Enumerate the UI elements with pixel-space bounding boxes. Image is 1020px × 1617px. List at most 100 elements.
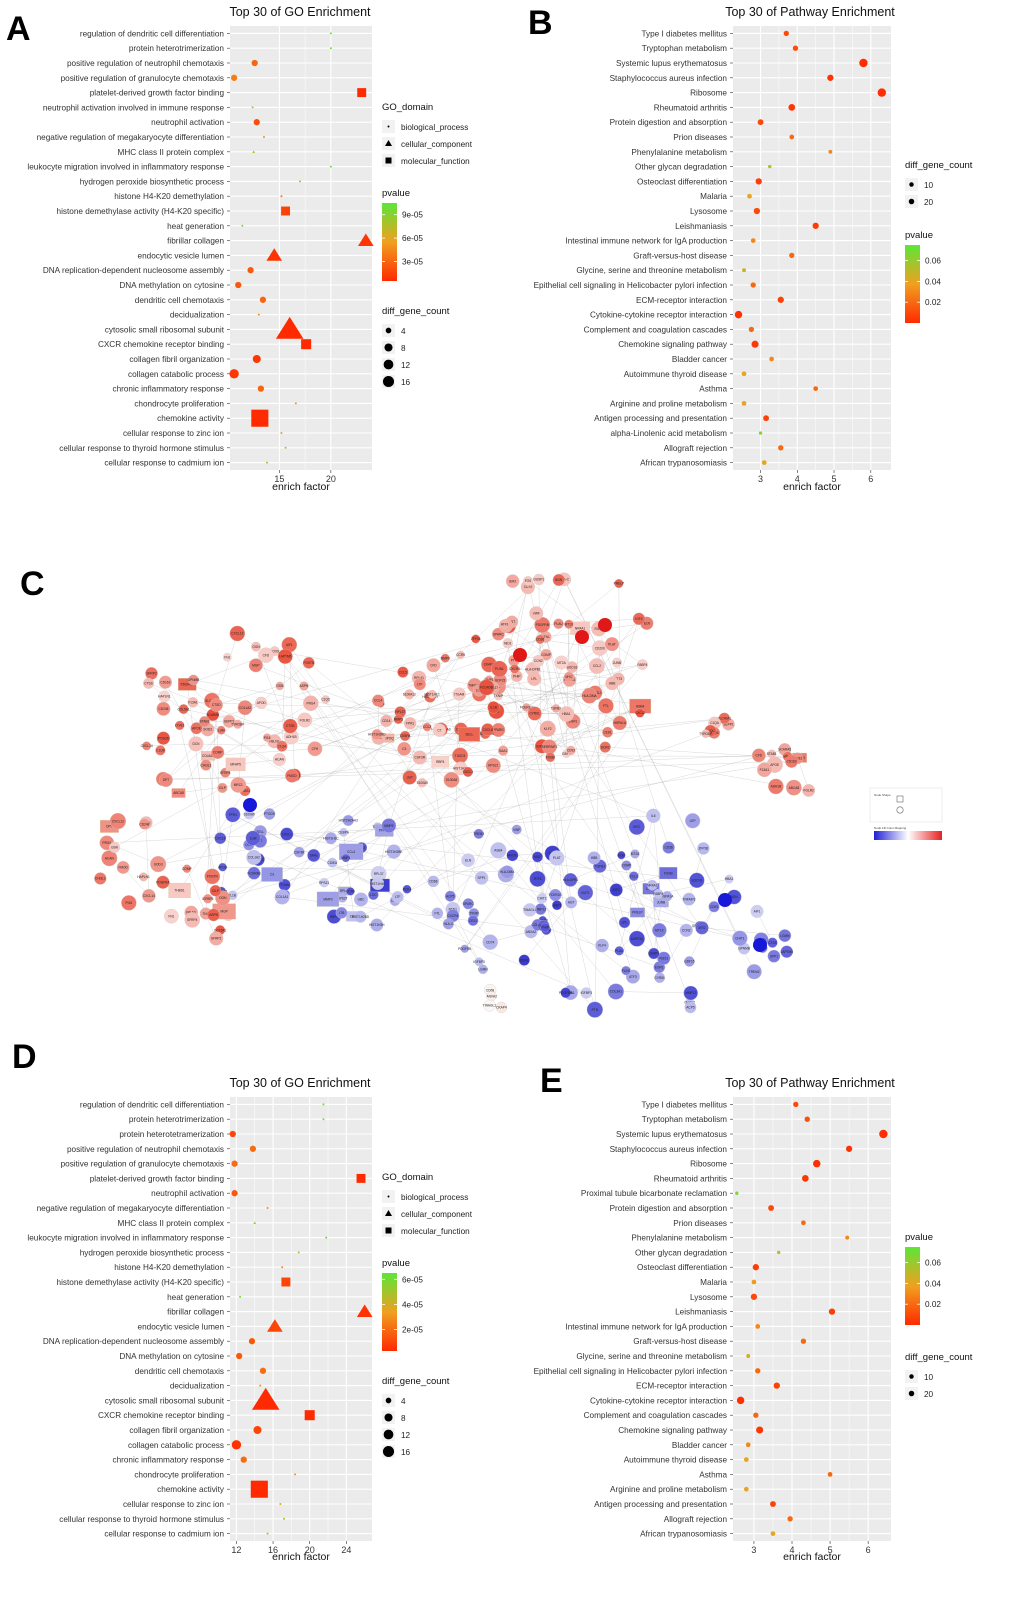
network-node-label: C1QC <box>321 698 331 702</box>
category-label: Other glycan degradation <box>635 1248 727 1257</box>
network-node-label: IL1B <box>490 706 497 710</box>
network-node <box>168 882 191 898</box>
legend-label: cellular_component <box>401 140 473 149</box>
network-node-label: LUM <box>218 728 225 732</box>
network-node-label: CTSS <box>144 682 153 686</box>
network-node-hub <box>598 618 612 632</box>
data-point <box>356 1173 366 1183</box>
network-node-label: FOLR2 <box>804 789 815 793</box>
network-edge <box>114 787 223 848</box>
network-node-label: COL1A2 <box>248 856 260 860</box>
network-node <box>354 910 367 923</box>
network-edge <box>285 719 399 895</box>
network-node-label: RBP4 <box>330 915 339 919</box>
network-node-label: FCER1G <box>520 706 533 710</box>
data-point <box>329 47 332 50</box>
network-legend-color-title: Node Fill Color Mapping <box>874 826 907 830</box>
network-node <box>229 625 246 642</box>
data-point <box>297 1251 300 1254</box>
colorbar-tick-label: 0.02 <box>925 1300 941 1309</box>
data-point <box>235 281 242 289</box>
legend-size-dot <box>382 1445 395 1458</box>
network-node-label: HIST1H1C <box>323 836 339 840</box>
network-legend-shape-title: Node Shape <box>874 793 891 797</box>
x-tick-label: 6 <box>868 474 873 484</box>
data-point <box>845 1145 853 1152</box>
network-node-label: ITGAM <box>280 883 290 887</box>
network-node-label: S100A8 <box>446 778 458 782</box>
category-label: Systemic lupus erythematosus <box>616 59 727 68</box>
network-node <box>540 922 551 933</box>
network-node <box>683 985 698 1001</box>
network-node <box>245 830 261 846</box>
network-edge <box>186 868 217 939</box>
legend-size-dot <box>384 343 393 352</box>
network-edge <box>426 727 454 916</box>
category-label: Arginine and proline metabolism <box>610 399 727 408</box>
data-point <box>756 1426 764 1434</box>
data-point <box>859 58 868 68</box>
category-label: Complement and coagulation cascades <box>584 325 727 334</box>
network-node-label: ZFP36 <box>699 847 709 851</box>
network-node <box>150 856 167 873</box>
network-node-label: GSN <box>276 684 284 688</box>
network-node <box>768 778 784 795</box>
legend-label: molecular_function <box>401 157 470 166</box>
network-node <box>163 908 179 924</box>
network-node-label: MYC <box>565 675 573 679</box>
network-node-label: LGMN <box>780 934 790 938</box>
category-label: Allograft rejection <box>664 1515 728 1524</box>
network-node <box>442 918 454 930</box>
network-node-hub <box>243 798 257 812</box>
panel-letter-b: B <box>528 4 553 42</box>
network-node <box>621 860 632 871</box>
category-label: Asthma <box>699 385 727 394</box>
data-point <box>329 32 332 35</box>
network-node <box>523 903 537 917</box>
data-point <box>770 1531 776 1536</box>
network-node-label: HAPLN1 <box>158 695 171 699</box>
network-node <box>321 695 330 704</box>
network-node-label: MFAP5 <box>230 763 241 767</box>
network-node-label: PDGFRA <box>181 683 195 687</box>
network-node <box>751 748 766 763</box>
network-node-label: PTGDS <box>264 812 275 816</box>
network-node <box>182 864 192 874</box>
network-node <box>750 904 764 918</box>
network-node <box>589 658 605 674</box>
category-label: Osteoclast differentiation <box>637 177 727 186</box>
data-point <box>281 1277 291 1287</box>
network-node-label: CCR5 <box>346 890 355 894</box>
network-node-label: C3 <box>402 747 406 751</box>
legend-size-dot <box>385 1397 392 1404</box>
category-label: Complement and coagulation cascades <box>584 1411 727 1420</box>
network-node-label: IL6 <box>651 814 656 818</box>
network-edge <box>498 686 590 696</box>
network-node <box>701 729 711 738</box>
network-node <box>628 930 645 947</box>
x-axis-label: enrich factor <box>272 1551 330 1563</box>
network-node <box>732 930 748 946</box>
category-label: Antigen processing and presentation <box>594 414 727 423</box>
network-node-label: PDGFRB <box>536 623 549 627</box>
network-node <box>553 618 564 629</box>
legend-label: biological_process <box>401 123 468 132</box>
network-node <box>565 896 578 909</box>
network-node <box>506 849 519 862</box>
network-edge <box>158 761 792 865</box>
network-edge <box>433 855 513 882</box>
network-node-label: ASB4 <box>494 849 502 853</box>
category-label: Intestinal immune network for IgA produc… <box>565 237 727 246</box>
network-node-label: JUNB <box>613 661 621 665</box>
category-label: fibrillar collagen <box>167 1308 224 1317</box>
network-node-label: HSPA1A <box>661 894 674 898</box>
category-label: Other glycan degradation <box>635 163 727 172</box>
network-node-label: HBB <box>591 856 598 860</box>
network-node-label: HBA1 <box>562 712 571 716</box>
category-label: collagen catabolic process <box>128 370 224 379</box>
network-node <box>605 676 619 691</box>
network-node-label: EGR1 <box>655 965 664 969</box>
network-node-label: S100A9 <box>417 781 429 785</box>
category-label: neutrophil activation involved in immune… <box>43 103 225 112</box>
network-node-label: SOCS3 <box>691 879 702 883</box>
